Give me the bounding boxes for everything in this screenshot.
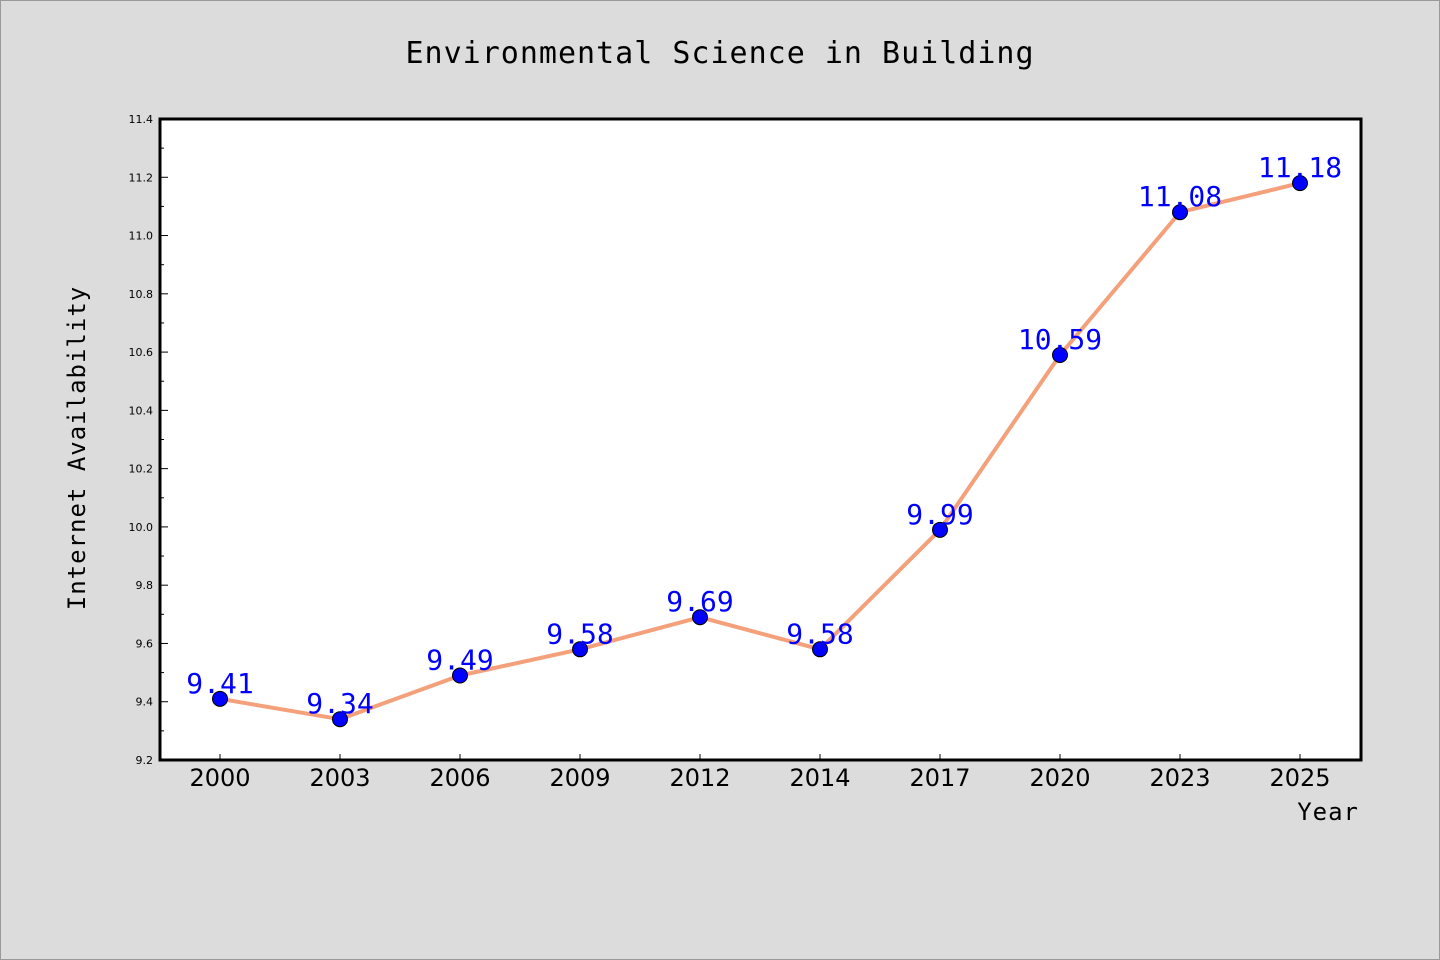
data-label: 9.99 bbox=[906, 498, 973, 531]
data-label: 9.69 bbox=[666, 585, 733, 618]
y-axis-title: Internet Availability bbox=[63, 286, 91, 610]
data-labels-group: 9.41 9.34 9.49 9.58 9.69 9.58 9.99 10.59 11.08 11… bbox=[186, 151, 1342, 720]
data-label: 9.58 bbox=[786, 617, 853, 650]
data-label: 9.41 bbox=[186, 667, 253, 700]
data-point bbox=[1052, 347, 1068, 364]
data-point bbox=[1292, 175, 1308, 192]
data-label: 11.08 bbox=[1138, 180, 1222, 213]
x-tick-label: 2014 bbox=[789, 764, 850, 792]
x-tick-label: 2000 bbox=[189, 764, 250, 792]
x-tick-label: 2012 bbox=[669, 764, 730, 792]
y-tick-label: 10.2 bbox=[129, 463, 154, 476]
y-axis: 9.2 9.4 9.6 9.8 10.0 10.2 10.4 10.6 10.8 11.0 11.2… bbox=[129, 113, 168, 767]
x-axis-title: Year bbox=[1297, 798, 1359, 826]
data-point bbox=[1172, 204, 1188, 221]
x-tick-label: 2023 bbox=[1149, 764, 1210, 792]
y-tick-label: 10.6 bbox=[129, 346, 154, 359]
y-tick-label: 11.2 bbox=[129, 171, 154, 184]
y-tick-label: 10.8 bbox=[129, 288, 154, 301]
data-point bbox=[932, 521, 948, 538]
x-tick-label: 2009 bbox=[549, 764, 610, 792]
data-point bbox=[212, 690, 228, 707]
y-tick-label: 9.4 bbox=[136, 696, 154, 709]
y-tick-label: 10.4 bbox=[129, 404, 154, 417]
markers-group bbox=[212, 175, 1308, 728]
data-label: 9.49 bbox=[426, 644, 493, 677]
data-label: 10.59 bbox=[1018, 323, 1102, 356]
x-tick-label: 2006 bbox=[429, 764, 490, 792]
data-point bbox=[812, 641, 828, 658]
x-tick-label: 2017 bbox=[909, 764, 970, 792]
series-line bbox=[218, 181, 1302, 722]
y-tick-label: 9.8 bbox=[136, 579, 154, 592]
x-tick-label: 2003 bbox=[309, 764, 370, 792]
series-group bbox=[218, 181, 1302, 722]
data-label: 11.18 bbox=[1258, 151, 1342, 184]
x-tick-label: 2020 bbox=[1029, 764, 1090, 792]
chart-title: Environmental Science in Building bbox=[405, 36, 1034, 71]
x-tick-label: 2025 bbox=[1269, 764, 1330, 792]
data-point bbox=[572, 641, 588, 658]
data-label: 9.34 bbox=[306, 687, 373, 720]
data-point bbox=[332, 711, 348, 728]
data-label: 9.58 bbox=[546, 617, 613, 650]
y-tick-label: 10.0 bbox=[129, 521, 154, 534]
y-tick-label: 11.0 bbox=[129, 230, 154, 243]
x-axis: 2000 2003 2006 2009 2012 2014 2017 2020 2023 2025 bbox=[189, 754, 1331, 792]
plot-area bbox=[158, 117, 1363, 762]
y-tick-label: 9.2 bbox=[136, 754, 154, 767]
data-point bbox=[452, 667, 468, 684]
y-tick-label: 11.4 bbox=[129, 113, 154, 126]
data-point bbox=[692, 609, 708, 626]
y-tick-label: 9.6 bbox=[136, 637, 154, 650]
